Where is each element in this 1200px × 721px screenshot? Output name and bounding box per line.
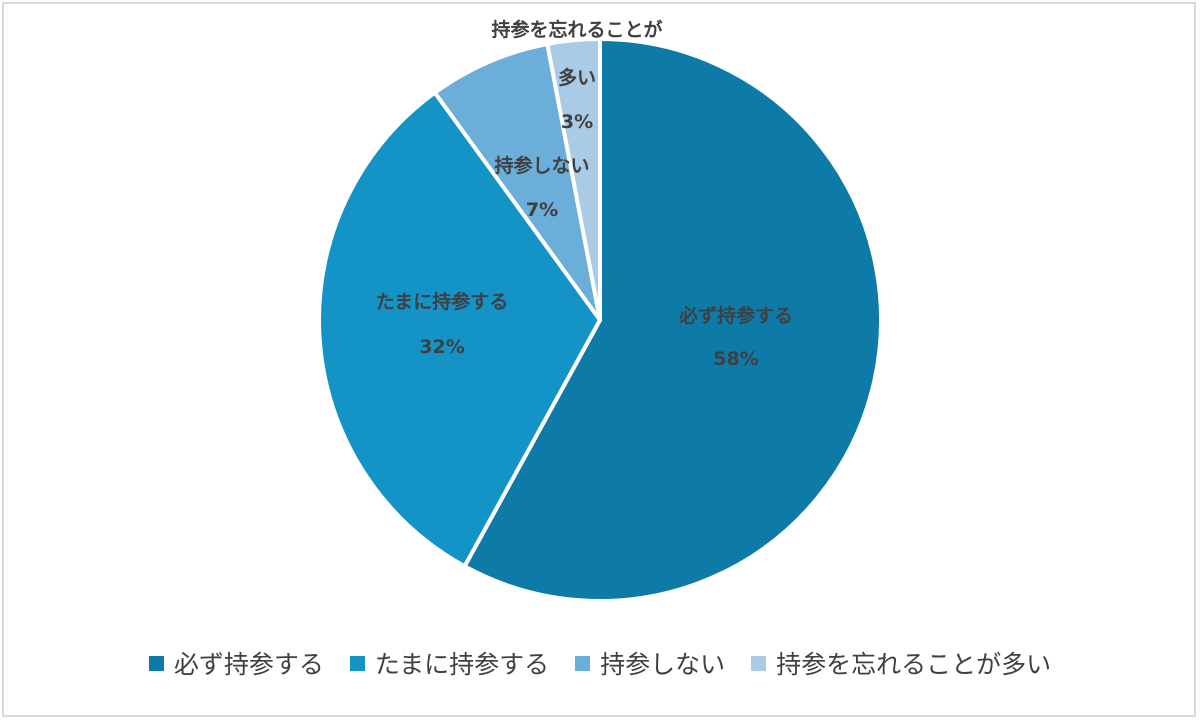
legend-label: 持参しない	[600, 650, 726, 679]
slice-label-value-2: 7%	[526, 199, 558, 221]
legend-item-always[interactable]: 必ず持参する	[148, 645, 324, 681]
legend-swatch-icon	[349, 655, 365, 671]
legend-label: 必ず持参する	[173, 650, 324, 679]
pie-slice-3[interactable]	[545, 37, 602, 322]
slice-label-name-2: 持参しない	[494, 154, 589, 177]
legend-swatch-icon	[751, 655, 767, 671]
legend-item-sometimes[interactable]: たまに持参する	[349, 645, 550, 681]
slice-label-value-0: 58%	[713, 348, 758, 370]
legend-label: 持参を忘れることが多い	[776, 650, 1052, 679]
slice-label-value-3: 3%	[561, 111, 593, 133]
legend-swatch-icon	[575, 655, 591, 671]
legend-item-often-forget[interactable]: 持参を忘れることが多い	[751, 645, 1051, 681]
legend-item-never[interactable]: 持参しない	[575, 645, 725, 681]
slice-label-name-1: たまに持参する	[376, 290, 508, 313]
slice-label-name-0: 必ず持参する	[678, 304, 793, 327]
slice-label-name-3b: 多い	[558, 66, 596, 89]
pie-chart: 必ず持参する 58% たまに持参する 32% 持参しない 7% 持参を忘れること…	[317, 18, 883, 603]
chart-legend: 必ず持参する たまに持参する 持参しない 持参を忘れることが多い	[0, 645, 1200, 681]
slice-label-name-3a: 持参を忘れることが	[491, 18, 662, 41]
pie-slice-1[interactable]	[317, 90, 602, 569]
legend-swatch-icon	[148, 655, 164, 671]
legend-label: たまに持参する	[374, 650, 550, 679]
slice-label-value-1: 32%	[419, 336, 464, 358]
pie-slice-0[interactable]	[462, 37, 883, 603]
